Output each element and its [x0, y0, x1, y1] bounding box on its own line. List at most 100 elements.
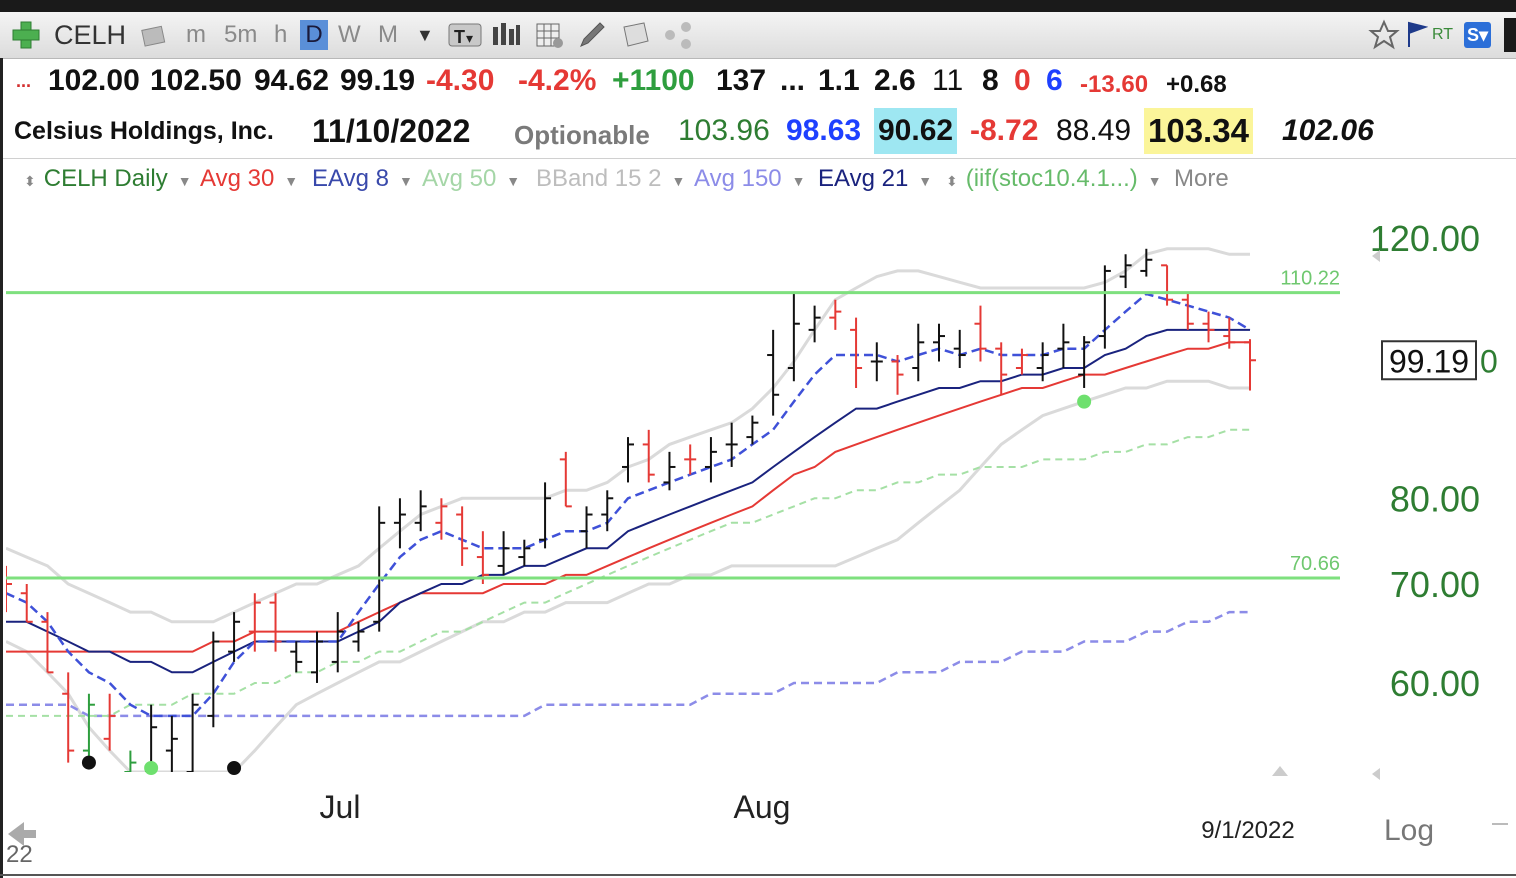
- indicator-bband-15-2[interactable]: BBand 15 2 ▼: [536, 159, 685, 199]
- ohlc-bar: [456, 506, 469, 566]
- ohlc-bar: [311, 631, 323, 683]
- indicator-eavg-8[interactable]: EAvg 8 ▼: [312, 159, 413, 199]
- indicator-avg-30[interactable]: Avg 30 ▼: [200, 159, 298, 199]
- row1-ellipsis-marker: ...: [16, 71, 32, 91]
- chevron-down-icon[interactable]: ▼: [506, 173, 521, 189]
- ohlc-bar: [290, 641, 303, 673]
- star-icon[interactable]: [1368, 19, 1400, 51]
- rt-label[interactable]: RT: [1432, 26, 1454, 43]
- indicator-label: Avg 150: [694, 165, 782, 192]
- quote-value-98-63: 98.63: [786, 114, 862, 147]
- axis-arrow-icon[interactable]: [1372, 250, 1380, 262]
- x-axis-label: 9/1/2022: [1201, 817, 1294, 844]
- bollinger-upper-line: [6, 247, 1250, 624]
- ohlc-bar: [393, 498, 406, 549]
- ohlc-bar: [870, 342, 883, 382]
- x-axis-label: Jul: [320, 789, 361, 825]
- add-symbol-icon[interactable]: [10, 19, 42, 51]
- timeframe-m-monthly[interactable]: M: [378, 21, 398, 48]
- quote-value-2-6: 2.6: [874, 64, 916, 97]
- ohlc-bar: [331, 612, 344, 673]
- ohlc-bar: [497, 531, 510, 575]
- ohlc-bar: [62, 672, 75, 763]
- text-tool-icon[interactable]: T ▾: [448, 19, 482, 51]
- quote-row-details: Celsius Holdings, Inc. 11/10/2022 Option…: [0, 108, 1516, 154]
- ohlc-bar: [414, 490, 427, 532]
- chevron-down-icon[interactable]: ▼: [284, 173, 299, 189]
- chevron-down-icon[interactable]: ▼: [1147, 173, 1162, 189]
- ohlc-bar: [1015, 348, 1028, 375]
- quote-value-103-96: 103.96: [678, 114, 770, 147]
- axis-arrow-icon[interactable]: [1372, 768, 1380, 780]
- chart-toolbar: CELH m 5m h D W M ▼ T ▾ RT S▾: [0, 12, 1516, 59]
- ohlc-bar: [165, 715, 178, 772]
- quote-date: 11/10/2022: [312, 113, 471, 149]
- chevron-down-icon[interactable]: ▼: [416, 25, 434, 45]
- chevron-down-icon[interactable]: ▼: [177, 173, 192, 189]
- ohlc-bar: [953, 329, 966, 369]
- last-price-suffix: 0: [1480, 343, 1498, 379]
- scroll-left-icon[interactable]: [8, 822, 36, 846]
- y-tick-label: 60.00: [1390, 663, 1480, 704]
- quote-value-8: 8: [982, 64, 999, 97]
- ohlc-bar: [20, 584, 33, 623]
- indicator-eavg-21[interactable]: EAvg 21 ▼: [818, 159, 932, 199]
- year-label: 22: [6, 841, 33, 868]
- drag-handle-icon[interactable]: ⬍: [946, 173, 958, 189]
- indicator-celh-daily[interactable]: ⬍ CELH Daily ▼: [24, 159, 192, 199]
- timeframe-w[interactable]: W: [338, 21, 361, 48]
- sv-button[interactable]: S▾: [1464, 22, 1492, 48]
- chevron-down-icon[interactable]: ▼: [791, 173, 806, 189]
- drag-handle-icon[interactable]: ⬍: [24, 173, 36, 189]
- ohlc-bar: [891, 355, 904, 395]
- ohlc-bar: [933, 323, 945, 362]
- ohlc-bar: [373, 506, 386, 632]
- ohlc-bar: [974, 305, 987, 362]
- note-icon[interactable]: [620, 19, 652, 51]
- scroll-up-icon[interactable]: [1272, 766, 1288, 776]
- quote-ellipsis: ...: [780, 64, 806, 97]
- indicator-label: BBand 15 2: [536, 165, 662, 192]
- bar-chart-icon[interactable]: [490, 19, 522, 51]
- timeframe-d-active[interactable]: D: [300, 20, 328, 50]
- ohlc-bar: [622, 437, 634, 483]
- timeframe-m[interactable]: m: [186, 21, 206, 48]
- quote-value-102-06: 102.06: [1282, 114, 1374, 147]
- indicator-label: (iif(stoc10.4.1...): [965, 165, 1138, 192]
- indicator-avg-50[interactable]: Avg 50 ▼: [422, 159, 520, 199]
- ohlc-bar: [82, 693, 95, 763]
- y-tick-label: 80.00: [1390, 478, 1480, 519]
- ohlc-bar: [663, 451, 676, 491]
- ohlc-bar: [746, 415, 759, 445]
- quote-value-88-49: 88.49: [1056, 114, 1132, 147]
- ohlc-bar: [787, 293, 800, 382]
- symbol-label[interactable]: CELH: [54, 20, 127, 50]
- low-price: 94.62: [254, 64, 330, 97]
- chart-tools-icon[interactable]: [138, 19, 170, 51]
- high-price: 102.50: [150, 64, 242, 97]
- chevron-down-icon[interactable]: ▼: [671, 173, 686, 189]
- last-price-box: [1381, 340, 1477, 381]
- price-change: -4.30: [426, 64, 495, 97]
- signal-dot: [81, 755, 96, 770]
- ohlc-bar: [6, 565, 12, 613]
- grid-settings-icon[interactable]: [534, 19, 566, 51]
- ohlc-bar: [580, 506, 593, 549]
- close-price: 99.19: [340, 64, 416, 97]
- indicator-avg-150[interactable]: Avg 150 ▼: [694, 159, 806, 199]
- indicator-iif-stoc10-4-1[interactable]: ⬍ (iif(stoc10.4.1...) ▼: [946, 159, 1162, 199]
- share-icon[interactable]: [662, 19, 696, 51]
- log-scale-toggle[interactable]: Log: [1384, 814, 1434, 847]
- ohlc-bar: [1036, 342, 1049, 382]
- indicator-more[interactable]: More: [1174, 159, 1229, 199]
- flag-icon[interactable]: [1406, 19, 1428, 51]
- draw-pencil-icon[interactable]: [576, 19, 608, 51]
- chevron-down-icon[interactable]: ▼: [398, 173, 413, 189]
- timeframe-5m[interactable]: 5m: [224, 21, 258, 48]
- ohlc-bar: [704, 437, 717, 483]
- ohlc-bar: [1140, 248, 1153, 277]
- ohlc-bar: [601, 490, 614, 532]
- chevron-down-icon[interactable]: ▼: [918, 173, 933, 189]
- timeframe-h[interactable]: h: [274, 21, 288, 48]
